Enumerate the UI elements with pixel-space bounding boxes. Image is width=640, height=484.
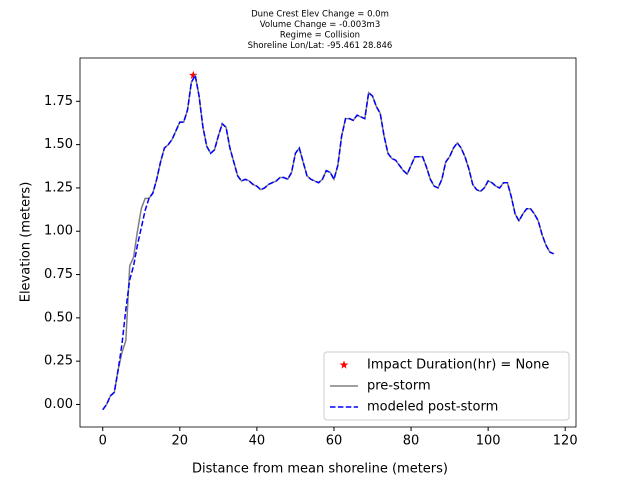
x-tick-label: 80 bbox=[403, 434, 420, 449]
legend-box bbox=[323, 351, 570, 421]
y-axis-label: Elevation (meters) bbox=[19, 182, 34, 303]
legend-marker bbox=[339, 360, 349, 369]
y-tick-label: 1.00 bbox=[44, 224, 73, 239]
profile-line bbox=[102, 73, 554, 411]
title-line: Volume Change = -0.003m3 bbox=[260, 20, 380, 30]
x-tick-label: 40 bbox=[249, 434, 266, 449]
y-tick-label: 1.75 bbox=[44, 94, 73, 109]
title-line: Shoreline Lon/Lat: -95.461 28.846 bbox=[248, 41, 393, 51]
y-tick-label: 0.75 bbox=[44, 267, 73, 282]
x-axis-label: Distance from mean shoreline (meters) bbox=[192, 462, 448, 477]
y-tick-label: 0.25 bbox=[44, 354, 73, 369]
plot-frame bbox=[79, 57, 577, 428]
x-tick-label: 0 bbox=[99, 434, 107, 449]
legend-label: modeled post-storm bbox=[367, 400, 498, 415]
x-tick-label: 20 bbox=[172, 434, 189, 449]
y-tick-label: 1.25 bbox=[44, 180, 73, 195]
x-tick-label: 100 bbox=[476, 434, 501, 449]
legend-label: pre-storm bbox=[367, 379, 431, 394]
legend-label: Impact Duration(hr) = None bbox=[367, 358, 549, 373]
y-tick-label: 0.00 bbox=[44, 397, 73, 412]
x-tick-label: 60 bbox=[326, 434, 343, 449]
title-line: Regime = Collision bbox=[280, 31, 360, 41]
y-tick-label: 0.50 bbox=[44, 310, 73, 325]
impact-marker bbox=[189, 70, 198, 79]
x-tick-label: 120 bbox=[553, 434, 578, 449]
title-line: Dune Crest Elev Change = 0.0m bbox=[251, 10, 389, 20]
y-tick-label: 1.50 bbox=[44, 137, 73, 152]
